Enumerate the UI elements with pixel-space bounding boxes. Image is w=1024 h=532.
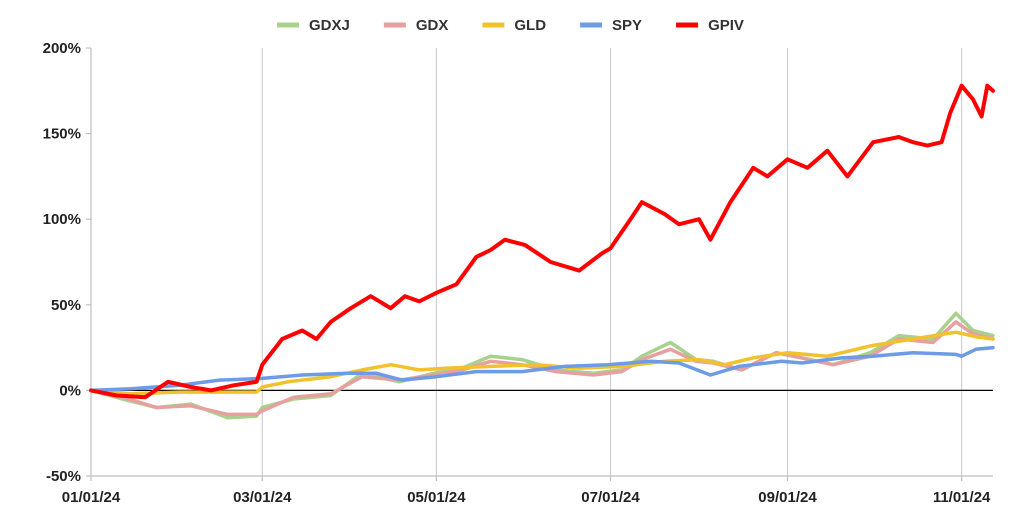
gridlines: [261, 48, 963, 476]
y-tick-label: 50%: [51, 297, 81, 314]
legend-item-spy: SPY: [580, 17, 642, 34]
x-tick-label: 05/01/24: [407, 489, 466, 506]
series-line-spy: [89, 345, 995, 393]
y-tick-label: 150%: [43, 126, 81, 143]
legend-label-spy: SPY: [612, 17, 642, 34]
legend-item-gpiv: GPIV: [676, 17, 744, 34]
x-tick-label: 03/01/24: [233, 489, 292, 506]
x-tick-label: 07/01/24: [581, 489, 640, 506]
y-tick-label: -50%: [46, 468, 81, 485]
legend-label-gdx: GDX: [416, 17, 449, 34]
y-tick-label: 0%: [59, 382, 81, 399]
x-tick-label: 01/01/24: [62, 489, 121, 506]
series-line-gpiv: [89, 83, 995, 400]
y-tick-label: 100%: [43, 211, 81, 228]
x-tick-labels: 01/01/24 03/01/24 05/01/24 07/01/24 09/01/24…: [62, 489, 991, 506]
x-tick-label: 11/01/24: [933, 489, 991, 506]
legend-label-gld: GLD: [514, 17, 546, 34]
legend: GDXJ GDX GLD SPY GPIV: [277, 17, 744, 34]
legend-item-gdxj: GDXJ: [277, 17, 350, 34]
legend-item-gld: GLD: [482, 17, 546, 34]
legend-label-gpiv: GPIV: [708, 17, 744, 34]
series-lines: [89, 83, 995, 420]
legend-label-gdxj: GDXJ: [309, 17, 350, 34]
legend-item-gdx: GDX: [383, 17, 449, 34]
y-tick-label: 200%: [43, 40, 81, 57]
series-line-gld: [89, 330, 995, 396]
x-tick-label: 09/01/24: [758, 489, 817, 506]
y-tick-labels: -50% 0% 50% 100% 150% 200%: [43, 40, 81, 485]
